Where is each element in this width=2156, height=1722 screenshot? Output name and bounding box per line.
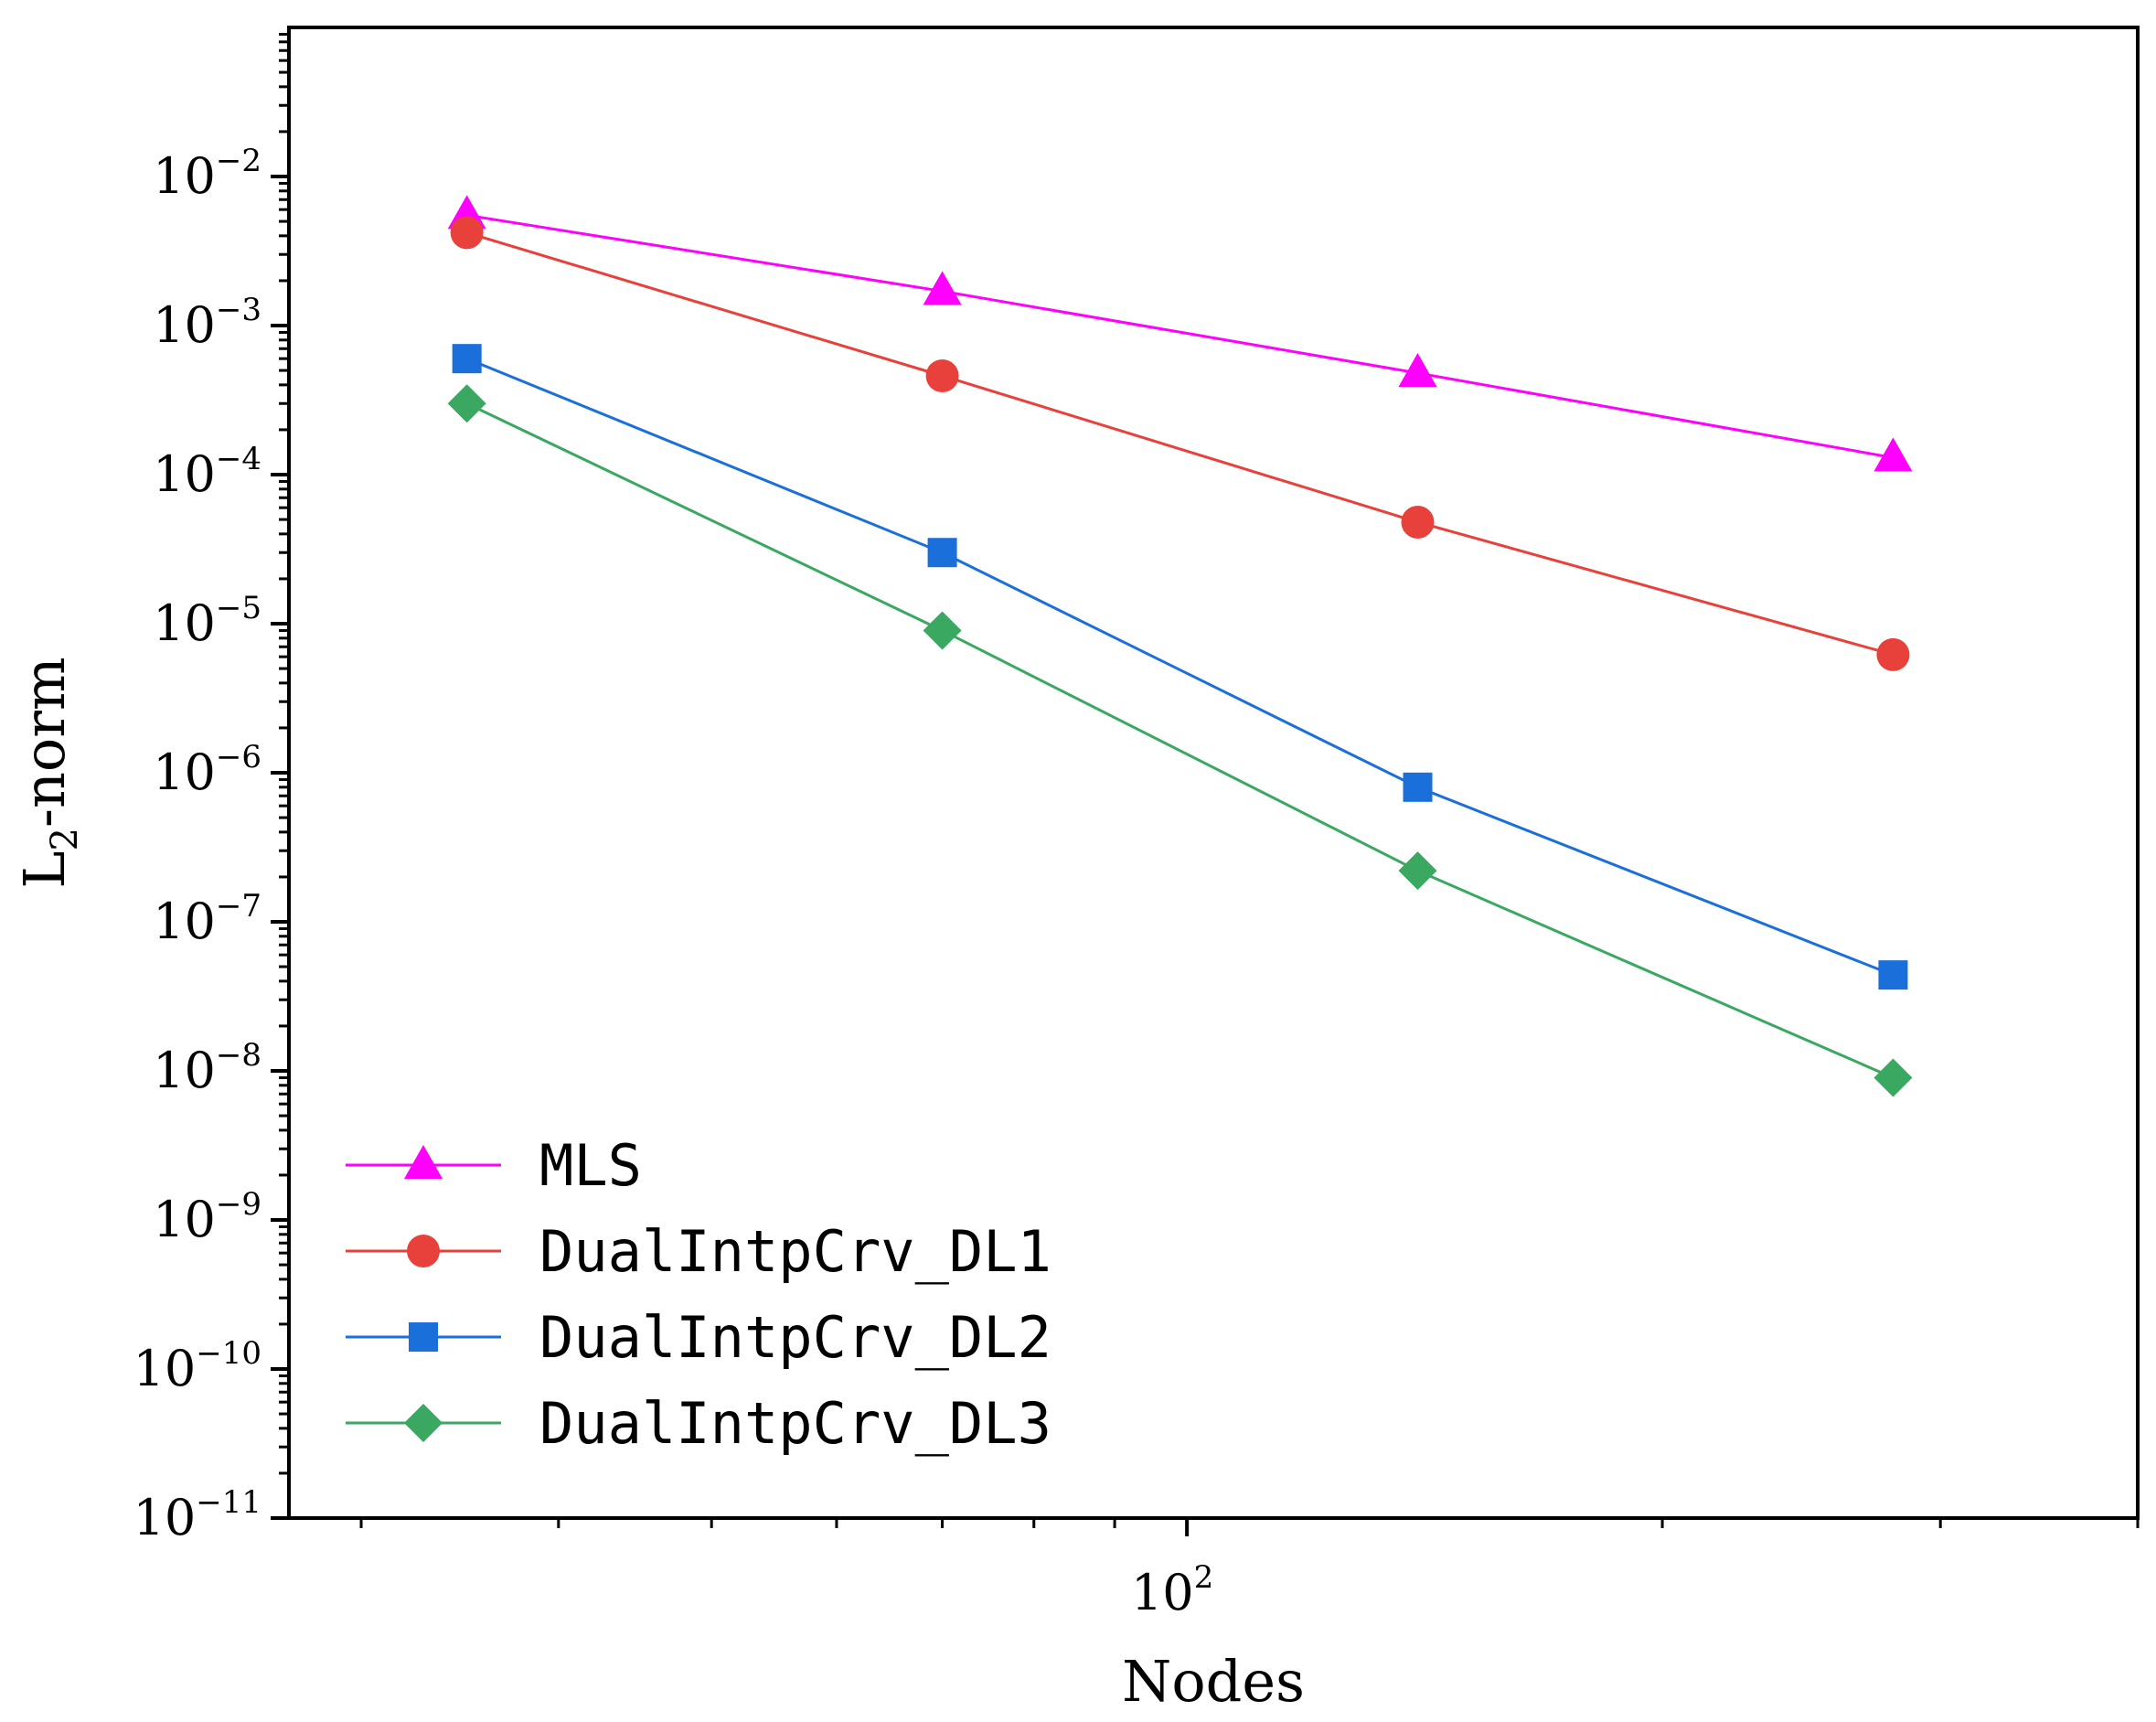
series-line bbox=[466, 213, 1894, 459]
legend-marker bbox=[404, 1404, 443, 1442]
y-axis-ticks: 10−2 10−3 10−4 10−5 10−6 10−7 10−8 10−9 10−10 10−… bbox=[133, 32, 289, 1546]
data-point bbox=[1398, 352, 1437, 387]
y-tick-label: 10−4 bbox=[153, 441, 261, 503]
x-tick-label: 102 bbox=[1131, 1559, 1213, 1621]
y-tick-label: 10−5 bbox=[153, 590, 261, 652]
data-point bbox=[1403, 772, 1433, 802]
series-0 bbox=[447, 195, 1913, 472]
legend-label: DualIntpCrv_DL1 bbox=[539, 1218, 1051, 1285]
series-1 bbox=[450, 216, 1910, 671]
data-point bbox=[925, 358, 959, 392]
data-point bbox=[923, 611, 962, 650]
data-point bbox=[1873, 437, 1913, 472]
legend-marker bbox=[404, 1145, 443, 1179]
legend-item: DualIntpCrv_DL1 bbox=[346, 1218, 1051, 1285]
legend-label: DualIntpCrv_DL2 bbox=[539, 1304, 1051, 1371]
data-point bbox=[923, 271, 962, 305]
data-point bbox=[1401, 505, 1435, 539]
series-line bbox=[466, 230, 1894, 657]
data-point bbox=[1876, 637, 1910, 671]
y-axis-label-main: L bbox=[11, 850, 78, 888]
data-point bbox=[452, 344, 482, 374]
y-tick-label: 10−10 bbox=[133, 1335, 261, 1397]
svg-text:L2-norm: L2-norm bbox=[11, 657, 86, 888]
legend-marker bbox=[407, 1235, 440, 1267]
y-tick-label: 10−7 bbox=[153, 888, 261, 950]
series-group bbox=[447, 195, 1913, 1097]
data-point bbox=[927, 538, 957, 568]
y-tick-label: 10−2 bbox=[153, 143, 261, 205]
y-tick-label: 10−9 bbox=[153, 1186, 261, 1248]
data-point bbox=[1873, 1058, 1913, 1097]
series-2 bbox=[452, 344, 1908, 990]
legend-label: MLS bbox=[539, 1132, 642, 1199]
series-line bbox=[466, 401, 1895, 1079]
data-point bbox=[1878, 960, 1908, 990]
x-axis-ticks: 102 bbox=[359, 1518, 2140, 1621]
y-tick-label: 10−8 bbox=[153, 1037, 261, 1099]
data-point bbox=[450, 216, 484, 250]
legend-marker bbox=[409, 1322, 438, 1352]
series-line bbox=[466, 357, 1895, 977]
data-point bbox=[447, 384, 486, 423]
y-tick-label: 10−3 bbox=[153, 292, 261, 354]
y-axis-label: L2-norm bbox=[11, 657, 86, 888]
data-point bbox=[1398, 851, 1437, 891]
legend-label: DualIntpCrv_DL3 bbox=[539, 1390, 1051, 1457]
x-axis-label: Nodes bbox=[1122, 1648, 1305, 1715]
plot-frame bbox=[287, 26, 2140, 1520]
y-tick-label: 10−11 bbox=[133, 1484, 261, 1546]
legend-item: MLS bbox=[346, 1132, 642, 1199]
legend-item: DualIntpCrv_DL3 bbox=[346, 1390, 1051, 1457]
legend-item: DualIntpCrv_DL2 bbox=[346, 1304, 1051, 1371]
series-3 bbox=[447, 384, 1913, 1097]
y-axis-label-subscript: 2 bbox=[44, 828, 86, 850]
y-tick-label: 10−6 bbox=[153, 739, 261, 801]
legend: MLS DualIntpCrv_DL1 DualIntpCrv_DL2 DualInt… bbox=[346, 1132, 1051, 1457]
y-axis-label-rest: -norm bbox=[11, 657, 78, 828]
